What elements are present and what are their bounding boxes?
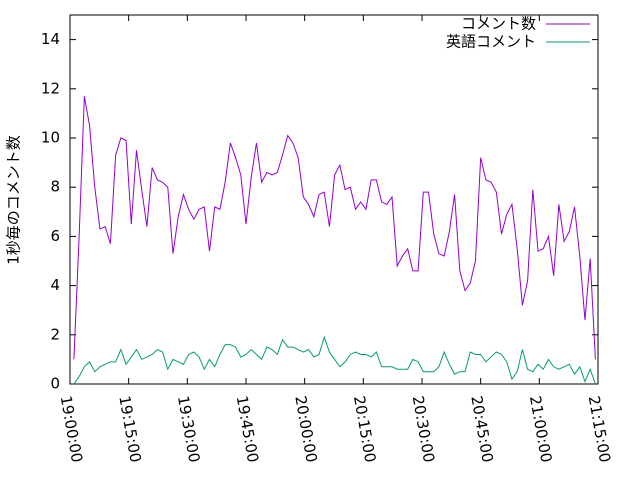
x-tick-label: 19:00:00 xyxy=(57,394,86,463)
x-tick-label: 20:15:00 xyxy=(350,394,379,463)
x-tick-label: 19:15:00 xyxy=(115,394,144,463)
x-tick-label: 21:00:00 xyxy=(526,394,555,463)
x-tick-label: 21:15:00 xyxy=(585,394,614,463)
y-tick-label: 4 xyxy=(50,276,60,294)
y-tick-label: 8 xyxy=(50,178,60,196)
x-tick-label: 20:45:00 xyxy=(467,394,496,463)
plot-frame xyxy=(69,14,599,385)
series-line xyxy=(73,96,596,360)
y-tick-label: 10 xyxy=(41,129,60,147)
y-tick-label: 14 xyxy=(41,30,60,48)
x-tick-label: 19:30:00 xyxy=(174,394,203,463)
legend-label: 英語コメント xyxy=(446,33,536,51)
y-tick-label: 0 xyxy=(50,375,60,393)
y-tick-label: 6 xyxy=(50,227,60,245)
y-tick-label: 12 xyxy=(41,79,60,97)
series-line xyxy=(73,335,596,385)
x-tick-label: 20:00:00 xyxy=(291,394,320,463)
y-tick-label: 2 xyxy=(50,325,60,343)
y-axis-label: 1秒毎のコメント数 xyxy=(5,135,23,265)
legend-label: コメント数 xyxy=(461,15,536,33)
x-tick-label: 20:30:00 xyxy=(409,394,438,463)
x-tick-label: 19:45:00 xyxy=(233,394,262,463)
